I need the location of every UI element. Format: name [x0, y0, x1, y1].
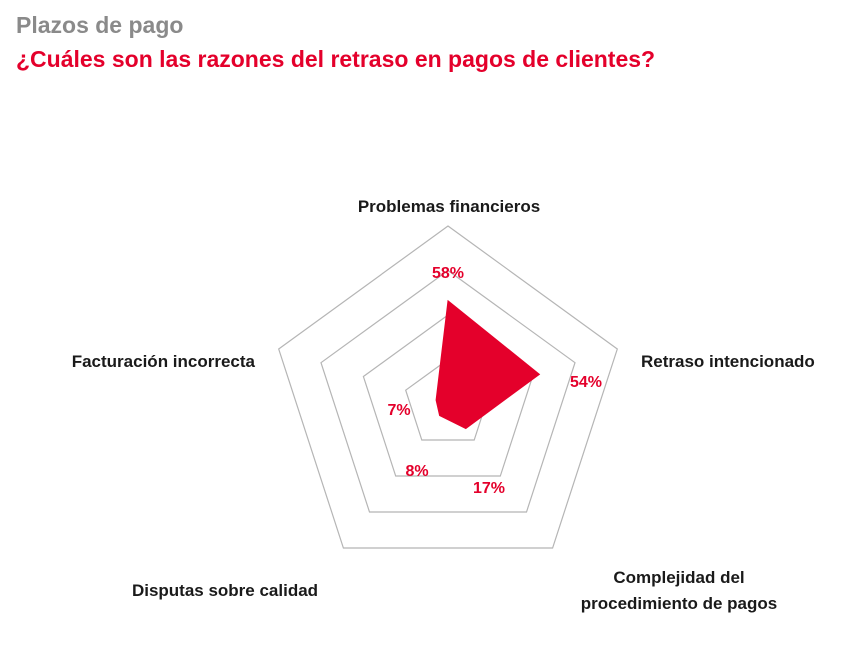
series-area [435, 299, 541, 430]
value-label-1: 58% [432, 265, 464, 282]
grid-ring-3 [320, 269, 576, 513]
value-label-5: 7% [387, 402, 410, 419]
chart-subtitle: Plazos de pago [16, 12, 184, 38]
value-label-4: 8% [405, 463, 428, 480]
radar-labels: Problemas financieros Retraso intencionad… [72, 197, 815, 613]
axis-label-2: Retraso intencionado [641, 352, 815, 371]
axis-label-1: Problemas financieros [358, 197, 540, 216]
grid-ring-4 [277, 225, 619, 549]
axis-label-3-line-1: Complejidad del [613, 568, 744, 587]
value-label-3: 17% [473, 480, 505, 497]
axis-label-4: Disputas sobre calidad [132, 581, 318, 600]
chart-title: ¿Cuáles son las razones del retraso en p… [16, 46, 656, 72]
axis-label-3-line-2: procedimiento de pagos [581, 594, 777, 613]
chart-header: Plazos de pago ¿Cuáles son las razones d… [16, 10, 655, 74]
axis-label-5: Facturación incorrecta [72, 352, 256, 371]
value-label-2: 54% [570, 374, 602, 391]
radar-series-area [435, 299, 541, 430]
